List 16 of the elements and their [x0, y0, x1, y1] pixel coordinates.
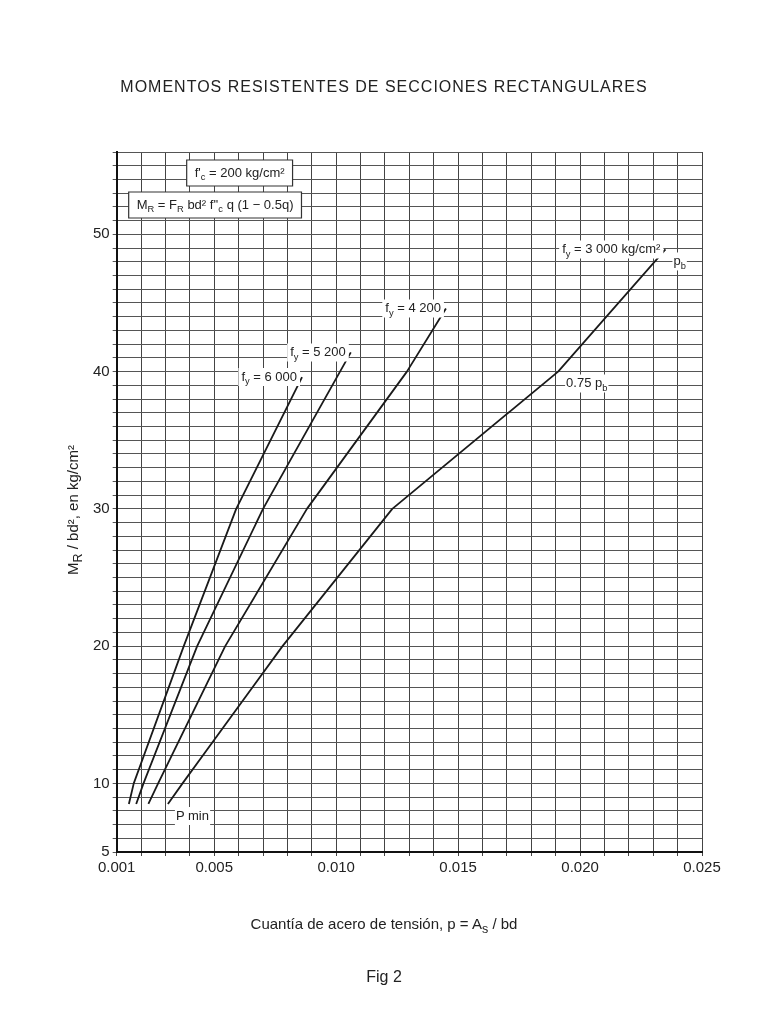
y-tick-label: 5: [101, 842, 110, 860]
x-axis-title: Cuantía de acero de tensión, p = A$_{s}$ / bd: [249, 915, 519, 936]
y-tick-label: 20: [93, 636, 110, 654]
x-tick-label: 0.015: [439, 858, 477, 876]
chart-title: MOMENTOS RESISTENTES DE SECCIONES RECTANGULARES: [119, 78, 649, 96]
x-tick-label: 0.005: [195, 858, 234, 876]
y-tick-label: 40: [93, 361, 110, 379]
annotation: P min: [175, 807, 209, 823]
x-tick-label: 0.020: [561, 858, 599, 876]
y-tick-label: 30: [93, 499, 110, 516]
y-tick-label: 10: [93, 773, 110, 791]
x-tick-label: 0.001: [97, 858, 136, 876]
x-tick-label: 0.025: [683, 858, 721, 876]
caption: Fig 2: [365, 968, 403, 986]
x-tick-label: 0.010: [317, 858, 355, 876]
y-tick-label: 50: [93, 224, 110, 242]
